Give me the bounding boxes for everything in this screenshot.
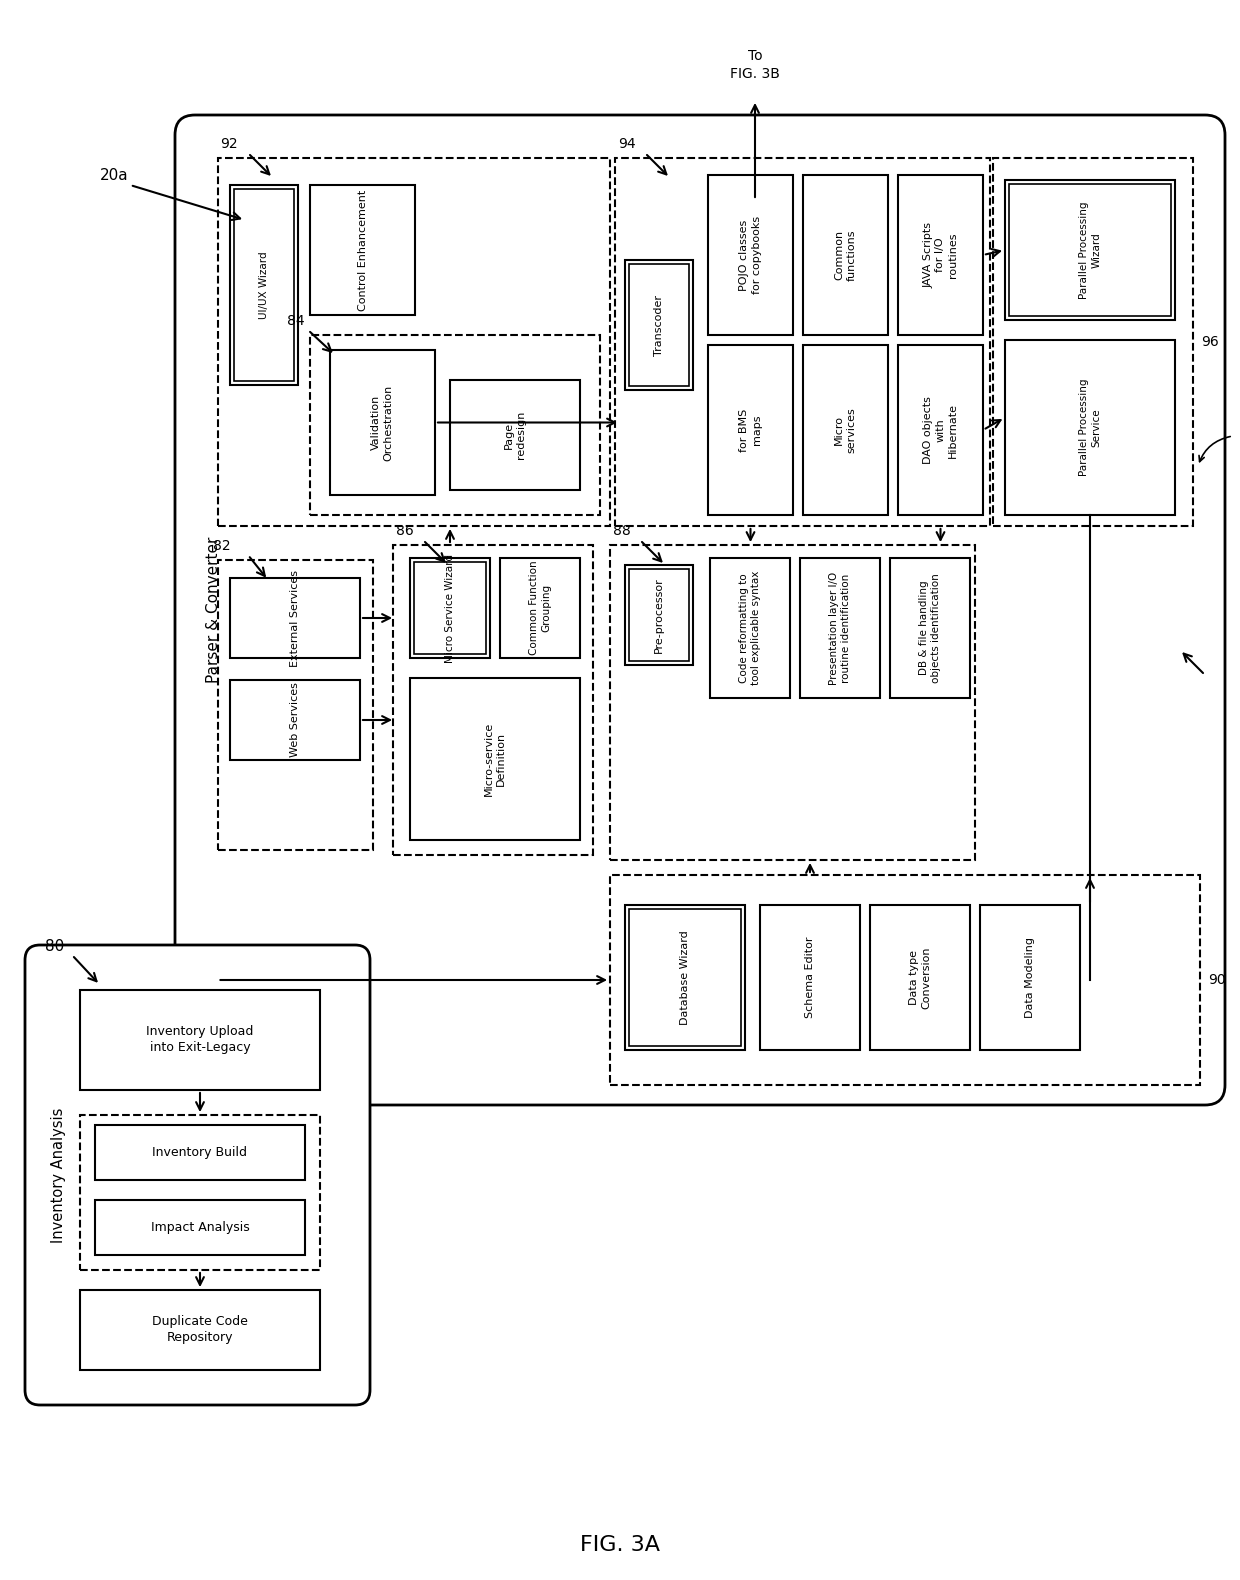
Bar xyxy=(410,678,580,841)
Bar xyxy=(625,905,745,1051)
Bar xyxy=(410,558,490,657)
Bar xyxy=(330,351,435,495)
Text: 90: 90 xyxy=(1208,973,1225,988)
Text: Common
functions: Common functions xyxy=(835,229,857,281)
Text: 84: 84 xyxy=(288,314,305,329)
Text: Parser & Converter: Parser & Converter xyxy=(206,537,221,683)
Text: Inventory Upload
into Exit-Legacy: Inventory Upload into Exit-Legacy xyxy=(146,1025,254,1054)
Text: 80: 80 xyxy=(45,939,64,953)
Text: 88: 88 xyxy=(613,525,631,539)
Bar xyxy=(708,175,794,335)
Bar xyxy=(500,558,580,657)
Bar xyxy=(625,261,693,390)
Bar xyxy=(708,344,794,515)
Bar xyxy=(218,158,610,526)
Bar xyxy=(898,344,983,515)
Text: Pre-processor: Pre-processor xyxy=(653,577,663,653)
Bar xyxy=(229,578,360,657)
Bar xyxy=(81,1115,320,1270)
Text: FIG. 3A: FIG. 3A xyxy=(580,1536,660,1555)
Text: Inventory Analysis: Inventory Analysis xyxy=(51,1108,66,1243)
Text: Parallel Processing
Wizard: Parallel Processing Wizard xyxy=(1079,201,1101,299)
Text: Micro Service Wizard: Micro Service Wizard xyxy=(445,553,455,662)
Bar xyxy=(629,569,689,660)
Bar xyxy=(1009,183,1171,316)
Text: Web Services: Web Services xyxy=(290,683,300,757)
Text: UI/UX Wizard: UI/UX Wizard xyxy=(259,251,269,319)
Text: 20a: 20a xyxy=(100,167,129,183)
Bar xyxy=(804,344,888,515)
Bar xyxy=(629,908,742,1046)
Bar xyxy=(229,679,360,760)
Bar xyxy=(81,991,320,1090)
Bar xyxy=(615,158,990,526)
Bar xyxy=(310,185,415,314)
Text: Code reformatting to
tool explicable syntax: Code reformatting to tool explicable syn… xyxy=(739,570,761,686)
Bar xyxy=(890,558,970,698)
Text: 82: 82 xyxy=(213,539,231,553)
Text: Micro
services: Micro services xyxy=(835,408,857,453)
Bar xyxy=(450,381,580,490)
Bar xyxy=(393,545,593,855)
Bar xyxy=(414,562,486,654)
Text: External Services: External Services xyxy=(290,569,300,667)
Bar xyxy=(1004,340,1176,515)
Bar xyxy=(898,175,983,335)
Text: Parallel Processing
Service: Parallel Processing Service xyxy=(1079,379,1101,476)
Bar xyxy=(218,559,373,850)
Text: Data Modeling: Data Modeling xyxy=(1025,937,1035,1018)
Bar xyxy=(800,558,880,698)
Text: Schema Editor: Schema Editor xyxy=(805,937,815,1018)
Text: To
FIG. 3B: To FIG. 3B xyxy=(730,49,780,81)
Text: 94: 94 xyxy=(618,137,636,152)
Text: Validation
Orchestration: Validation Orchestration xyxy=(371,384,394,461)
Text: DB & file handling
objects identification: DB & file handling objects identificatio… xyxy=(919,574,941,683)
Bar xyxy=(629,264,689,386)
Text: DAO objects
with
Hibernate: DAO objects with Hibernate xyxy=(923,397,957,465)
Bar xyxy=(625,566,693,665)
Bar xyxy=(95,1125,305,1180)
Bar xyxy=(870,905,970,1051)
Bar xyxy=(610,875,1200,1085)
Text: Micro-service
Definition: Micro-service Definition xyxy=(484,722,506,796)
Text: Duplicate Code
Repository: Duplicate Code Repository xyxy=(153,1316,248,1345)
Bar xyxy=(234,190,294,381)
Text: Data type
Conversion: Data type Conversion xyxy=(909,946,931,1008)
Bar xyxy=(760,905,861,1051)
Text: 92: 92 xyxy=(219,137,238,152)
Text: 86: 86 xyxy=(396,525,414,539)
Bar xyxy=(610,545,975,860)
Text: Control Enhancement: Control Enhancement xyxy=(357,190,367,311)
Text: Presentation layer I/O
routine identification: Presentation layer I/O routine identific… xyxy=(828,572,851,684)
Text: 96: 96 xyxy=(1202,335,1219,349)
Bar xyxy=(229,185,298,386)
Bar xyxy=(1004,180,1176,321)
Text: Common Function
Grouping: Common Function Grouping xyxy=(528,561,552,656)
Bar xyxy=(81,1289,320,1370)
Bar xyxy=(711,558,790,698)
Text: Transcoder: Transcoder xyxy=(653,294,663,356)
Text: POJO classes
for copybooks: POJO classes for copybooks xyxy=(739,216,761,294)
Text: Inventory Build: Inventory Build xyxy=(153,1146,248,1160)
Bar xyxy=(804,175,888,335)
Bar xyxy=(310,335,600,515)
FancyBboxPatch shape xyxy=(25,945,370,1405)
Bar xyxy=(980,905,1080,1051)
Bar xyxy=(95,1199,305,1255)
Text: Page
redesign: Page redesign xyxy=(503,411,526,460)
Bar xyxy=(993,158,1193,526)
FancyBboxPatch shape xyxy=(175,115,1225,1104)
Text: for BMS
maps: for BMS maps xyxy=(739,408,761,452)
Text: JAVA Scripts
for I/O
routines: JAVA Scripts for I/O routines xyxy=(923,223,957,288)
Text: Database Wizard: Database Wizard xyxy=(680,931,689,1025)
Text: Impact Analysis: Impact Analysis xyxy=(150,1221,249,1234)
